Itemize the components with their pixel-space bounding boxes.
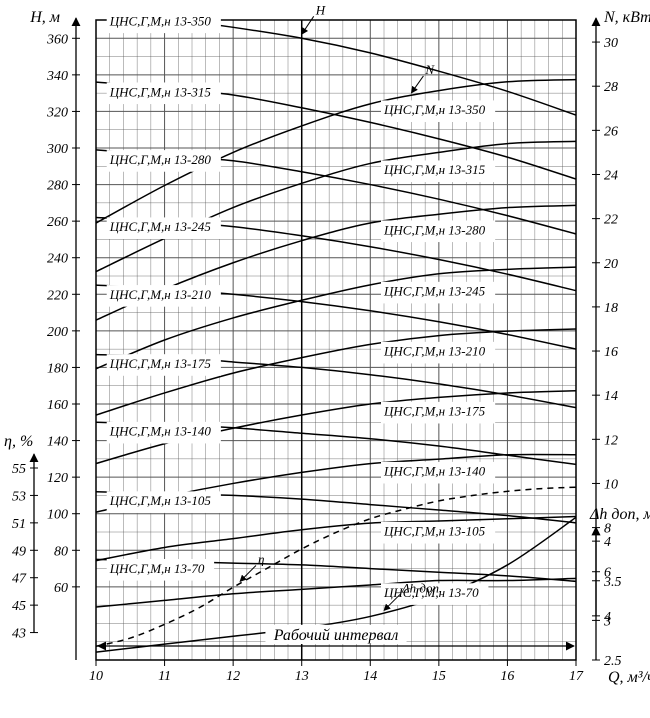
dh-annotation: Δh доп. — [401, 580, 442, 595]
h-tick-label: 180 — [47, 361, 68, 376]
curve-label: ЦНС,Г,М,н 13-350 — [383, 102, 486, 117]
eta-tick-label: 53 — [12, 489, 26, 504]
dh-tick-label: 3 — [603, 614, 611, 629]
curve-label: ЦНС,Г,М,н 13-175 — [383, 404, 486, 419]
curve-label: ЦНС,Г,М,н 13-105 — [109, 493, 212, 508]
curve-label: ЦНС,Г,М,н 13-105 — [383, 524, 486, 539]
x-tick-label: 13 — [295, 669, 309, 684]
h-tick-label: 140 — [47, 435, 68, 450]
h-tick-label: 240 — [47, 252, 68, 267]
eta-tick-label: 45 — [12, 599, 26, 614]
h-tick-label: 260 — [47, 215, 68, 230]
pump-chart: 10 11 12 13 14 15 16 17 Q, м³/ч 60 80 100 120 140 160 1… — [0, 0, 650, 718]
h-tick-label: 60 — [54, 581, 68, 596]
dh-tick-label: 2.5 — [604, 654, 622, 669]
curve-label: ЦНС,Г,М,н 13-140 — [383, 464, 486, 479]
eta-tick-label: 51 — [12, 517, 26, 532]
h-tick-label: 100 — [47, 508, 68, 523]
x-tick-label: 15 — [432, 669, 446, 684]
eta-tick-label: 47 — [12, 572, 27, 587]
n-tick-label: 10 — [604, 477, 618, 492]
curve-label: ЦНС,Г,М,н 13-210 — [383, 344, 486, 359]
n-tick-label: 16 — [604, 345, 618, 360]
h-tick-label: 360 — [46, 32, 68, 47]
curve-label: ЦНС,Г,М,н 13-315 — [109, 84, 212, 99]
h-annotation: H — [315, 2, 326, 17]
working-interval-label: Рабочий интервал — [273, 627, 399, 644]
x-tick-label: 17 — [569, 669, 584, 684]
n-tick-label: 26 — [604, 124, 618, 139]
x-tick-label: 10 — [89, 669, 103, 684]
n-tick-label: 30 — [603, 36, 618, 51]
n-tick-label: 20 — [604, 257, 618, 272]
h-tick-label: 320 — [46, 105, 68, 120]
h-tick-label: 120 — [47, 471, 68, 486]
curve-label: ЦНС,Г,М,н 13-175 — [109, 356, 212, 371]
n-tick-label: 28 — [604, 80, 618, 95]
dh-tick-label: 3.5 — [603, 575, 622, 590]
eta-tick-label: 49 — [12, 544, 26, 559]
h-tick-label: 280 — [47, 179, 68, 194]
curve-label: ЦНС,Г,М,н 13-245 — [383, 284, 486, 299]
h-tick-label: 220 — [47, 288, 68, 303]
curve-label: ЦНС,Г,М,н 13-350 — [109, 13, 212, 28]
x-axis-title: Q, м³/ч — [608, 669, 650, 686]
n-tick-label: 22 — [604, 213, 618, 228]
h-tick-label: 300 — [46, 142, 68, 157]
h-axis-title: H, м — [29, 9, 60, 26]
h-tick-label: 340 — [46, 69, 68, 84]
n-tick-label: 18 — [604, 301, 618, 316]
n-axis-title: N, кВт — [603, 9, 650, 26]
curve-label: ЦНС,Г,М,н 13-140 — [109, 424, 212, 439]
n-tick-label: 12 — [604, 433, 618, 448]
eta-tick-label: 55 — [12, 462, 26, 477]
n-tick-label: 14 — [604, 389, 618, 404]
n-tick-label: 24 — [604, 168, 618, 183]
h-tick-label: 80 — [54, 544, 68, 559]
curve-label: ЦНС,Г,М,н 13-70 — [109, 561, 205, 576]
dh-tick-label: 4 — [604, 535, 611, 550]
eta-tick-label: 43 — [12, 627, 26, 642]
curve-label: ЦНС,Г,М,н 13-210 — [109, 287, 212, 302]
curve-label: ЦНС,Г,М,н 13-245 — [109, 219, 212, 234]
eta-annotation: η — [258, 551, 264, 566]
x-tick-label: 12 — [226, 669, 240, 684]
h-tick-label: 200 — [47, 325, 68, 340]
curve-label: ЦНС,Г,М,н 13-280 — [109, 152, 212, 167]
x-tick-label: 14 — [363, 669, 377, 684]
dh-axis-title: Δh доп, м — [589, 506, 650, 523]
curve-label: ЦНС,Г,М,н 13-280 — [383, 222, 486, 237]
n-annotation: N — [424, 62, 435, 77]
h-tick-label: 160 — [47, 398, 68, 413]
x-tick-label: 11 — [158, 669, 171, 684]
x-tick-label: 16 — [500, 669, 514, 684]
eta-axis-title: η, % — [4, 433, 33, 450]
curve-label: ЦНС,Г,М,н 13-315 — [383, 162, 486, 177]
